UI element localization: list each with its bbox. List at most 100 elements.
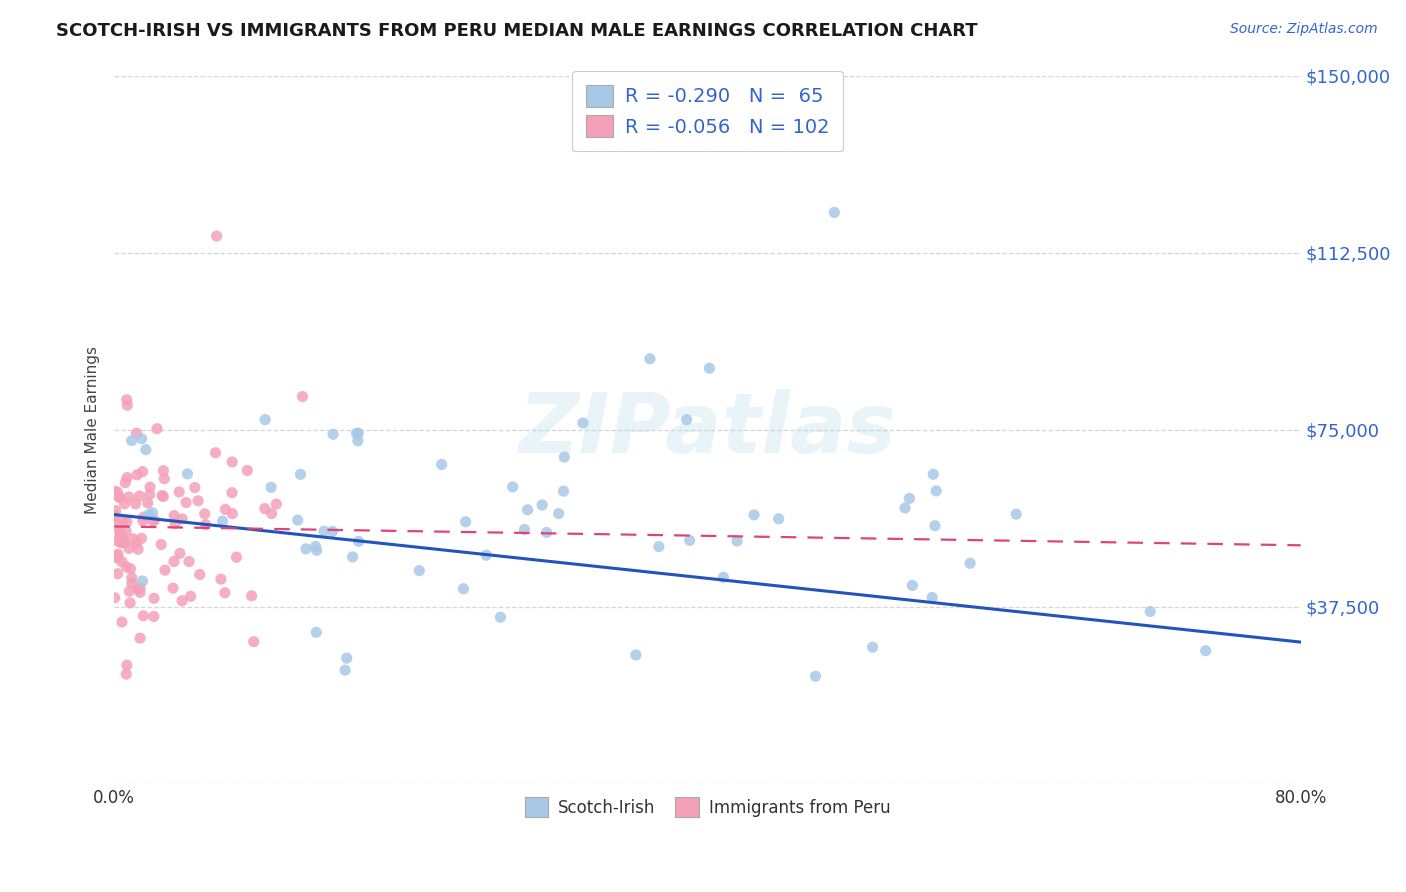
Point xyxy=(150,489,173,503)
Point xyxy=(502,480,524,494)
Point xyxy=(128,489,150,503)
Point xyxy=(153,563,176,577)
Point xyxy=(305,543,328,558)
Point xyxy=(104,509,127,524)
Point xyxy=(924,518,946,533)
Point xyxy=(107,566,129,581)
Point xyxy=(163,508,186,523)
Point xyxy=(408,564,430,578)
Point xyxy=(336,651,359,665)
Point xyxy=(346,434,368,448)
Point xyxy=(115,515,138,529)
Point xyxy=(139,480,162,494)
Point xyxy=(107,547,129,561)
Point xyxy=(111,555,134,569)
Point xyxy=(132,608,155,623)
Point xyxy=(141,506,163,520)
Point xyxy=(132,510,155,524)
Point xyxy=(516,503,538,517)
Text: ZIPatlas: ZIPatlas xyxy=(519,389,897,470)
Point xyxy=(959,556,981,570)
Point xyxy=(142,609,165,624)
Point xyxy=(131,432,153,446)
Point xyxy=(104,517,127,532)
Point xyxy=(143,591,166,606)
Point xyxy=(115,524,138,539)
Point xyxy=(638,351,661,366)
Point xyxy=(152,490,174,504)
Point xyxy=(211,514,233,528)
Point xyxy=(115,392,138,407)
Point xyxy=(115,470,138,484)
Point xyxy=(253,501,276,516)
Point xyxy=(129,585,152,599)
Point xyxy=(572,416,595,430)
Point xyxy=(120,596,142,610)
Point xyxy=(118,490,141,504)
Point xyxy=(112,535,135,549)
Legend: Scotch-Irish, Immigrants from Peru: Scotch-Irish, Immigrants from Peru xyxy=(516,789,898,825)
Point xyxy=(174,495,197,509)
Point xyxy=(321,524,343,539)
Point xyxy=(221,485,243,500)
Point xyxy=(165,516,187,531)
Point xyxy=(180,589,202,603)
Point xyxy=(536,525,558,540)
Point xyxy=(679,533,702,548)
Point xyxy=(104,591,127,605)
Point xyxy=(214,502,236,516)
Point xyxy=(264,497,287,511)
Point xyxy=(176,467,198,481)
Point xyxy=(242,634,264,648)
Point xyxy=(138,508,160,522)
Point xyxy=(115,667,138,681)
Point xyxy=(225,550,247,565)
Point xyxy=(194,517,217,532)
Point xyxy=(553,450,575,464)
Point xyxy=(184,481,207,495)
Point xyxy=(648,540,671,554)
Point xyxy=(260,507,283,521)
Point xyxy=(513,523,536,537)
Point xyxy=(898,491,921,506)
Point xyxy=(142,514,165,528)
Point xyxy=(240,589,263,603)
Point xyxy=(925,483,948,498)
Point xyxy=(104,503,127,517)
Point xyxy=(121,576,143,591)
Point xyxy=(143,513,166,527)
Text: SCOTCH-IRISH VS IMMIGRANTS FROM PERU MEDIAN MALE EARNINGS CORRELATION CHART: SCOTCH-IRISH VS IMMIGRANTS FROM PERU MED… xyxy=(56,22,977,40)
Point xyxy=(204,446,226,460)
Point xyxy=(430,458,453,472)
Point xyxy=(675,413,697,427)
Point xyxy=(114,475,136,490)
Point xyxy=(131,532,153,546)
Point xyxy=(290,467,312,482)
Point xyxy=(170,512,193,526)
Point xyxy=(699,361,721,376)
Point xyxy=(260,480,283,494)
Point xyxy=(823,205,845,219)
Point xyxy=(209,572,232,586)
Point xyxy=(125,426,148,441)
Point xyxy=(162,581,184,595)
Y-axis label: Median Male Earnings: Median Male Earnings xyxy=(86,345,100,514)
Point xyxy=(295,541,318,556)
Point xyxy=(108,524,131,539)
Point xyxy=(120,561,142,575)
Point xyxy=(531,498,554,512)
Point xyxy=(291,390,314,404)
Point xyxy=(921,591,943,605)
Point xyxy=(105,550,128,565)
Point xyxy=(453,582,475,596)
Point xyxy=(489,610,512,624)
Point xyxy=(1195,643,1218,657)
Point xyxy=(922,467,945,482)
Point xyxy=(1139,605,1161,619)
Point xyxy=(118,541,141,556)
Point xyxy=(163,554,186,568)
Point xyxy=(312,524,335,539)
Point xyxy=(114,497,136,511)
Point xyxy=(105,533,128,548)
Point xyxy=(146,422,169,436)
